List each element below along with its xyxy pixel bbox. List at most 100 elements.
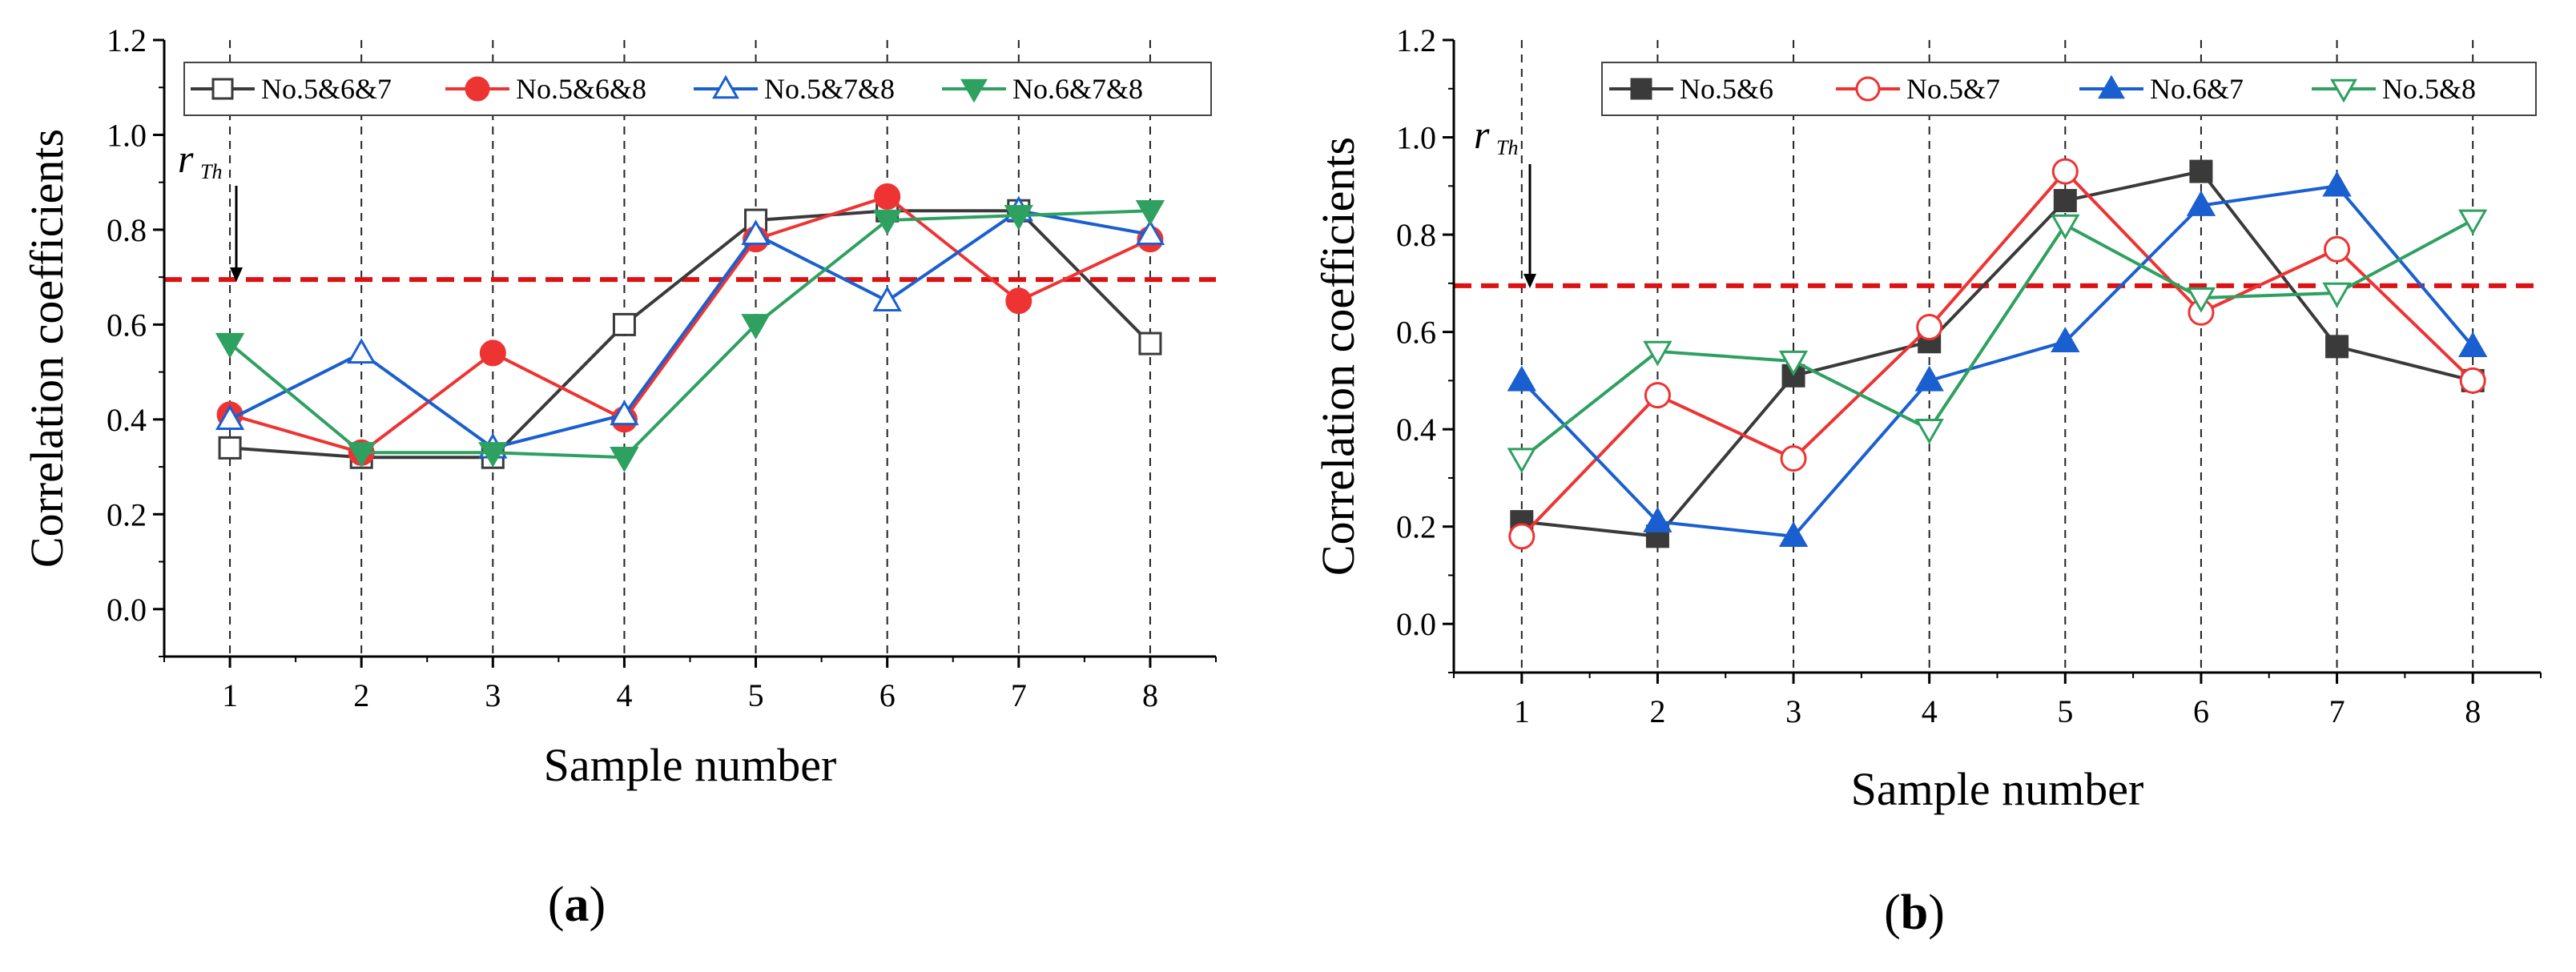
data-point: [2325, 335, 2349, 359]
y-tick-label: 1.0: [107, 117, 147, 153]
x-tick-label: 1: [1514, 693, 1530, 729]
data-point: [2053, 189, 2077, 213]
data-point: [612, 312, 636, 336]
threshold-annotation: r Th: [178, 136, 243, 282]
x-tick-label: 2: [353, 677, 369, 713]
threshold-annotation: r Th: [1474, 112, 1536, 288]
legend-label: No.5&7&8: [764, 73, 895, 105]
data-point: [1644, 382, 1671, 409]
legend: No.5&6 No.5&7 No.6&7 No.5&8: [1601, 62, 2537, 116]
legend-swatch-marker: [211, 78, 234, 100]
x-tick-label: 4: [616, 677, 632, 713]
data-point: [741, 219, 771, 246]
threshold-label: r: [1474, 112, 1490, 157]
series-line: [229, 209, 1152, 460]
data-point: [215, 404, 245, 431]
y-tick-label: 0.4: [1396, 412, 1436, 448]
data-point: [2322, 171, 2352, 197]
x-tick-label: 6: [879, 677, 896, 713]
legend-box: [1601, 62, 2537, 116]
series-line: [229, 195, 1151, 455]
y-axis-title: Correlation coefficients: [21, 129, 73, 568]
data-point: [874, 183, 901, 210]
data-point: [872, 286, 902, 311]
threshold-label-subscript: Th: [1496, 136, 1518, 159]
legend-label: No.5&6: [1680, 73, 1773, 105]
data-point: [2324, 235, 2351, 263]
legend-label: No.5&8: [2382, 73, 2476, 105]
data-point: [1914, 418, 1944, 444]
series-No.6&7: [1507, 171, 2488, 548]
series-No.6&7&8: [215, 200, 1165, 472]
series-line: [229, 209, 1151, 450]
legend-label: No.6&7&8: [1012, 73, 1143, 105]
threshold-label: r: [178, 136, 194, 181]
y-tick-label: 1.2: [1396, 22, 1436, 58]
x-tick-label: 3: [1785, 693, 1801, 729]
data-point: [2186, 190, 2216, 216]
x-tick-label: 5: [2057, 693, 2073, 729]
data-point: [218, 436, 242, 460]
legend-swatch-marker: [1630, 78, 1652, 100]
y-tick-label: 0.8: [107, 212, 147, 248]
legend-swatch-marker: [960, 78, 988, 103]
data-point: [2322, 282, 2352, 308]
legend-label: No.5&6&8: [516, 73, 646, 105]
data-point: [872, 209, 902, 235]
x-tick-label: 4: [1922, 693, 1938, 729]
y-tick-label: 1.0: [1396, 120, 1436, 156]
y-tick-label: 0.0: [1396, 606, 1436, 642]
x-axis-title: Sample number: [544, 739, 837, 791]
data-point: [2051, 158, 2079, 185]
x-tick-label: 7: [2329, 693, 2345, 729]
data-point: [1916, 314, 1943, 341]
series-line: [1520, 219, 2474, 460]
data-point: [1135, 200, 1165, 226]
data-point: [2459, 367, 2486, 394]
legend-swatch-marker: [2330, 78, 2357, 103]
data-point: [1778, 350, 1809, 376]
series-line: [1521, 169, 2473, 538]
panel-label: (b): [1884, 886, 1945, 940]
data-point: [2458, 331, 2488, 358]
y-tick-label: 0.6: [107, 307, 147, 343]
data-point: [1778, 521, 1809, 548]
legend-label: No.5&6&7: [261, 73, 392, 105]
panel-label: (a): [548, 878, 606, 932]
arrow-head: [230, 267, 243, 282]
series-line: [1520, 184, 2474, 538]
legend-label: No.5&7: [1906, 73, 2000, 105]
data-point: [1507, 448, 1536, 474]
data-point: [2458, 209, 2488, 235]
data-point: [1005, 287, 1032, 315]
x-axis-title: Sample number: [1851, 763, 2144, 815]
chart-panel-a: 0.0 0.2 0.4 0.6 0.8 1.0 1.2 1 2 3 4 5 6 7 8 Sample numb…: [21, 22, 1217, 932]
y-tick-label: 1.2: [107, 22, 147, 58]
data-point: [347, 338, 376, 364]
x-tick-label: 5: [748, 677, 764, 713]
data-point: [610, 447, 639, 472]
series-No.5&7: [1508, 158, 2486, 550]
x-tick-label: 2: [1649, 693, 1665, 729]
series-line: [228, 209, 1151, 460]
chart-panel-b: 0.0 0.2 0.4 0.6 0.8 1.0 1.2 1 2 3 4 5 6 7 8 Sample numb…: [1312, 22, 2542, 940]
x-tick-label: 8: [2465, 693, 2481, 729]
y-tick-label: 0.2: [1396, 509, 1436, 545]
x-tick-label: 1: [222, 677, 238, 713]
data-point: [741, 314, 771, 340]
x-tick-label: 8: [1142, 677, 1158, 713]
y-axis-title: Correlation coefficients: [1312, 137, 1364, 576]
data-point: [215, 332, 245, 359]
data-point: [2189, 159, 2213, 183]
y-tick-label: 0.4: [107, 402, 147, 438]
data-point: [1138, 331, 1162, 355]
y-tick-label: 0.2: [107, 496, 147, 532]
legend-swatch-marker: [465, 76, 490, 102]
legend-swatch-marker: [2098, 74, 2125, 99]
data-point: [2186, 287, 2216, 313]
legend-swatch-marker: [712, 74, 739, 99]
data-point: [1914, 365, 1944, 392]
data-point: [479, 339, 506, 367]
data-point: [478, 442, 508, 468]
